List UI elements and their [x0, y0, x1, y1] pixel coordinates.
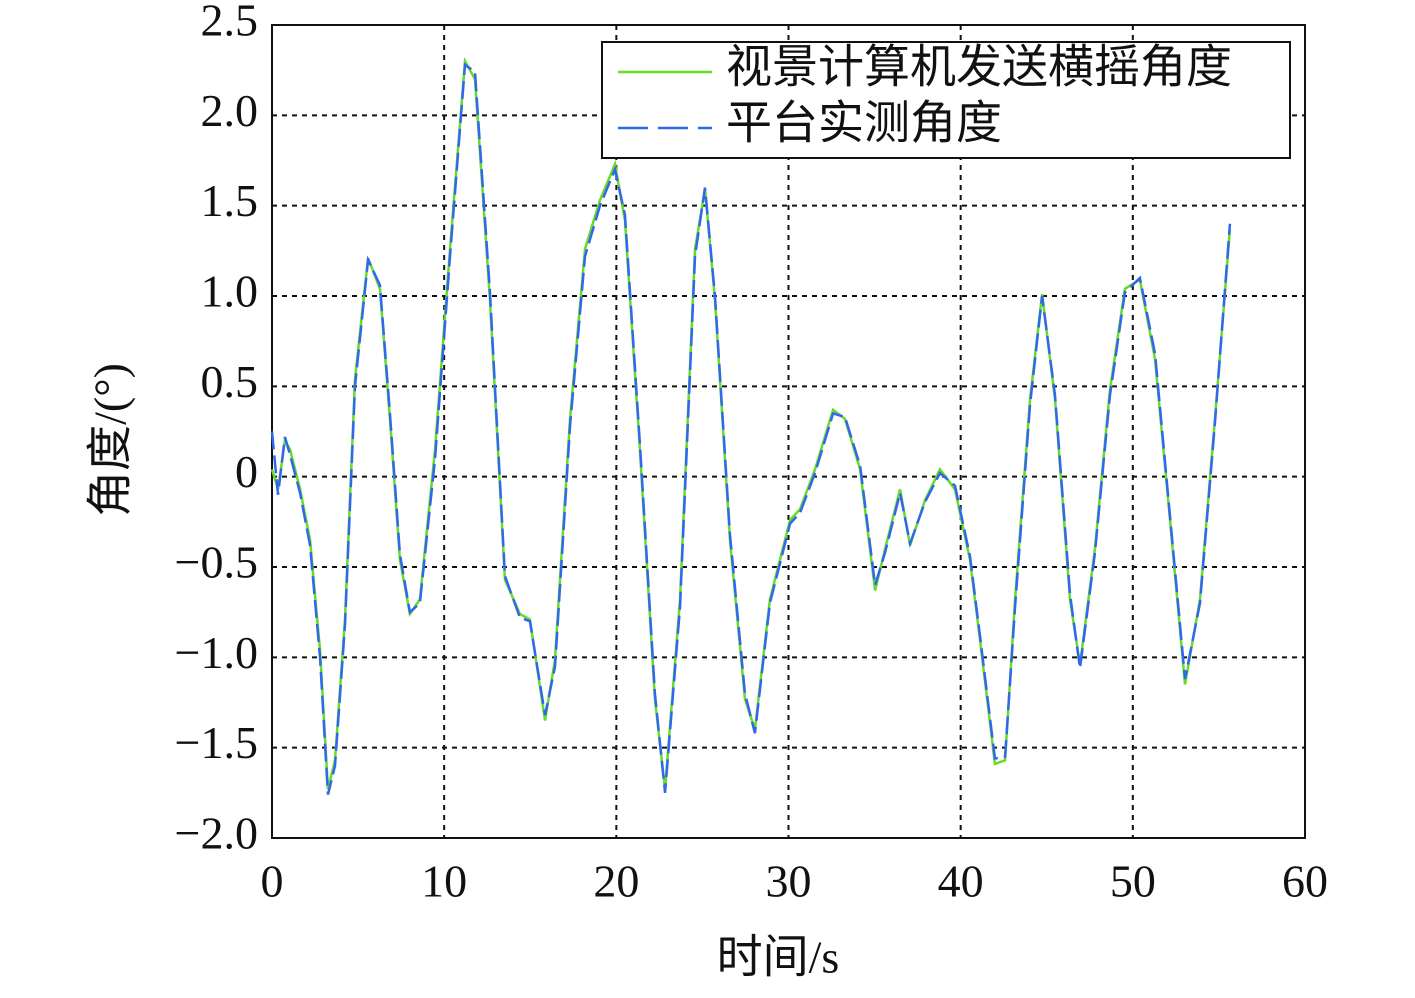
- series-line: [270, 62, 1232, 795]
- series-line: [270, 56, 1232, 790]
- x-tick-label: 60: [1282, 856, 1328, 907]
- y-axis-label: 角度/(°): [85, 363, 136, 517]
- y-tick-label: −1.5: [175, 717, 258, 768]
- x-tick-label: 40: [938, 856, 984, 907]
- legend-label: 平台实测角度: [726, 98, 1002, 149]
- x-tick-label: 30: [766, 856, 812, 907]
- legend-label: 视景计算机发送横摇角度: [726, 42, 1232, 93]
- legend-box: [601, 41, 1291, 159]
- y-tick-label: 0: [235, 446, 258, 497]
- y-tick-label: −2.0: [175, 808, 258, 859]
- y-tick-label: 1.5: [201, 175, 259, 226]
- x-tick-label: 0: [261, 856, 284, 907]
- y-tick-label: 1.0: [201, 266, 259, 317]
- x-tick-label: 50: [1110, 856, 1156, 907]
- y-tick-label: 2.0: [201, 85, 259, 136]
- y-tick-label: −1.0: [175, 627, 258, 678]
- x-axis-label: 时间/s: [717, 932, 840, 983]
- x-tick-label: 10: [421, 856, 467, 907]
- y-tick-label: −0.5: [175, 537, 258, 588]
- y-tick-label: 2.5: [201, 0, 259, 46]
- x-tick-label: 20: [593, 856, 639, 907]
- y-tick-label: 0.5: [201, 356, 259, 407]
